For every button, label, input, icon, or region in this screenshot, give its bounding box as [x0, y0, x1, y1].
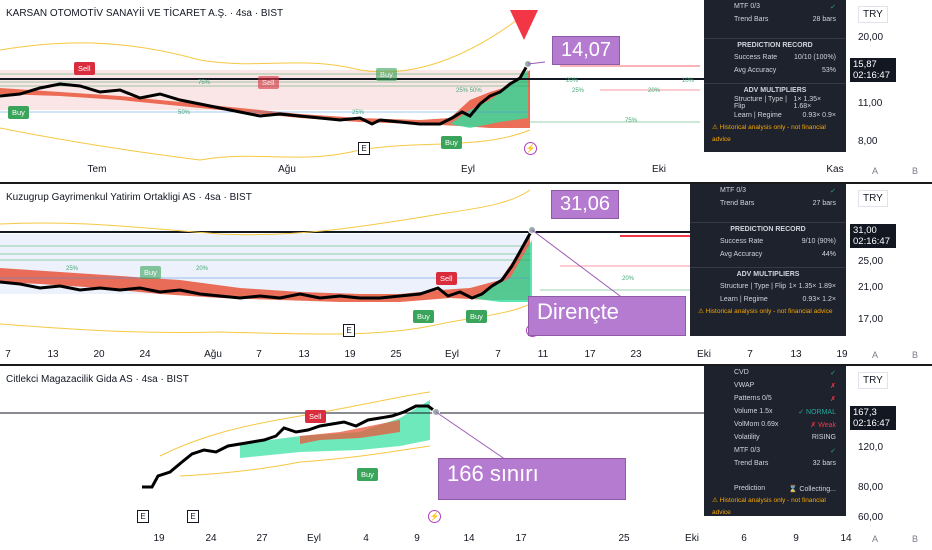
price-line	[0, 63, 530, 126]
chart-pane-karsan[interactable]: KARSAN OTOMOTİV SANAYİİ VE TİCARET A.Ş. …	[0, 0, 932, 182]
chart-pane-kuzugrup[interactable]: Kuzugrup Gayrimenkul Yatirim Ortakligi A…	[0, 184, 932, 364]
down-arrow-icon	[510, 10, 538, 40]
price-axis[interactable]: TRY 20,00 15,87 02:16:47 11,00 8,00 A B	[846, 0, 932, 182]
price-callout: 14,07	[552, 36, 621, 65]
earnings-marker[interactable]: E	[343, 324, 355, 337]
current-price-box: 15,87 02:16:47	[850, 58, 896, 82]
earnings-marker[interactable]: E	[187, 510, 199, 523]
sell-signal[interactable]: Sell	[305, 410, 326, 423]
chart-title: KARSAN OTOMOTİV SANAYİİ VE TİCARET A.Ş. …	[6, 8, 284, 19]
price-callout: 31,06	[551, 190, 620, 219]
info-panel: CVD ✓ VWAP ✗ Patterns 0/5 ✗ Volume 1.5x ✓ NO…	[704, 366, 846, 516]
buy-signal[interactable]: Buy	[140, 266, 161, 279]
sell-signal[interactable]: Sell	[74, 62, 95, 75]
resistance-callout: Dirençte	[528, 296, 686, 336]
earnings-marker[interactable]: E	[137, 510, 149, 523]
buy-signal[interactable]: Buy	[357, 468, 378, 481]
mtf-row: MTF 0/3 ✓	[734, 3, 836, 11]
buy-signal[interactable]: Buy	[441, 136, 462, 149]
time-axis[interactable]: 7 13 20 24 Ağu 7 13 19 25 Eyl 7 11 17 23…	[5, 349, 848, 360]
price-axis[interactable]: TRY 167,3 02:16:47 120,0 80,00 60,00 A B	[846, 366, 932, 550]
buy-signal[interactable]: Buy	[413, 310, 434, 323]
price-axis[interactable]: TRY 31,00 02:16:47 25,00 21,00 17,00 A B	[846, 184, 932, 364]
ribbon-green	[450, 70, 528, 128]
info-panel: MTF 0/3 ✓ Trend Bars 28 bars PREDICTION RE…	[704, 0, 846, 152]
price-line	[142, 404, 437, 489]
chart-pane-citlekci[interactable]: Citlekci Magazacilik Gida AS · 4sa · BIS…	[0, 366, 932, 550]
buy-signal[interactable]: Buy	[376, 68, 397, 81]
currency-label[interactable]: TRY	[858, 6, 888, 23]
lightning-icon[interactable]: ⚡	[428, 510, 441, 523]
trend-bars-row: Trend Bars 28 bars	[734, 16, 836, 23]
chart-title: Citlekci Magazacilik Gida AS · 4sa · BIS…	[6, 374, 189, 385]
current-price-box: 31,00 02:16:47	[850, 224, 896, 248]
time-axis[interactable]: Tem Ağu Eyl Eki Kas	[87, 164, 844, 175]
info-panel: MTF 0/3 ✓ Trend Bars 27 bars PREDICTION RE…	[690, 184, 846, 336]
sell-signal[interactable]: Sell	[258, 76, 279, 89]
price-line	[0, 229, 534, 300]
time-axis[interactable]: 19 24 27 Eyl 4 9 14 17 25 Eki 6 9 14	[153, 533, 852, 544]
buy-signal[interactable]: Buy	[466, 310, 487, 323]
current-price-box: 167,3 02:16:47	[850, 406, 896, 430]
price-callout: 166 sınırı	[438, 458, 626, 500]
adv-header: ADV MULTIPLIERS	[704, 83, 846, 96]
buy-signal[interactable]: Buy	[8, 106, 29, 119]
prediction-header: PREDICTION RECORD	[704, 38, 846, 51]
earnings-marker[interactable]: E	[358, 142, 370, 155]
chart-title: Kuzugrup Gayrimenkul Yatirim Ortakligi A…	[6, 192, 252, 203]
sell-signal[interactable]: Sell	[436, 272, 457, 285]
warning-text: ⚠ Historical analysis only - not financi…	[712, 124, 826, 143]
lightning-icon[interactable]: ⚡	[524, 142, 537, 155]
